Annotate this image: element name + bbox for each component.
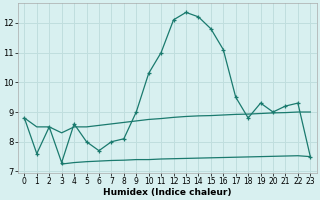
X-axis label: Humidex (Indice chaleur): Humidex (Indice chaleur) — [103, 188, 232, 197]
